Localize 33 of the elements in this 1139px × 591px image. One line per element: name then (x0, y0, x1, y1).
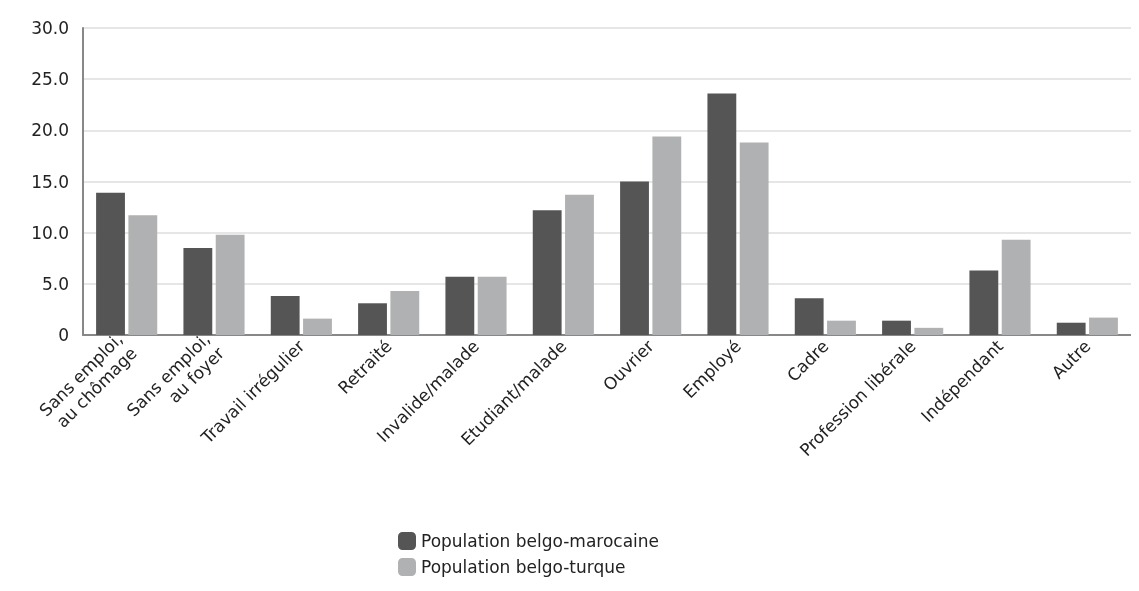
bar (565, 194, 594, 335)
y-tick-label: 15.0 (31, 171, 69, 192)
y-tick-label: 5.0 (41, 273, 69, 294)
y-tick-label: 0 (58, 325, 69, 345)
y-tick-label: 30.0 (31, 18, 69, 38)
bar (620, 181, 649, 335)
y-tick-label: 20.0 (31, 120, 69, 141)
bar (215, 234, 245, 335)
bar (1001, 239, 1031, 335)
bar (1056, 322, 1086, 335)
bar (303, 318, 332, 335)
y-tick-label: 25.0 (31, 69, 69, 90)
bar (707, 93, 737, 335)
bar (652, 136, 682, 335)
bar (96, 192, 125, 335)
bar (1089, 317, 1118, 335)
bar (794, 298, 824, 335)
bar (477, 276, 507, 335)
bar (390, 291, 420, 335)
bar (739, 142, 769, 335)
y-tick-label: 10.0 (31, 222, 69, 243)
legend-label: Population belgo-turque (421, 557, 626, 577)
bar (532, 210, 562, 335)
bar (128, 215, 158, 335)
bar (827, 320, 856, 335)
bar (270, 296, 300, 335)
bar (183, 248, 213, 335)
bar (445, 276, 475, 335)
legend-label: Population belgo-marocaine (421, 531, 660, 551)
bar (882, 320, 911, 335)
bar (358, 303, 387, 335)
bar (914, 327, 944, 335)
bar (969, 270, 999, 335)
